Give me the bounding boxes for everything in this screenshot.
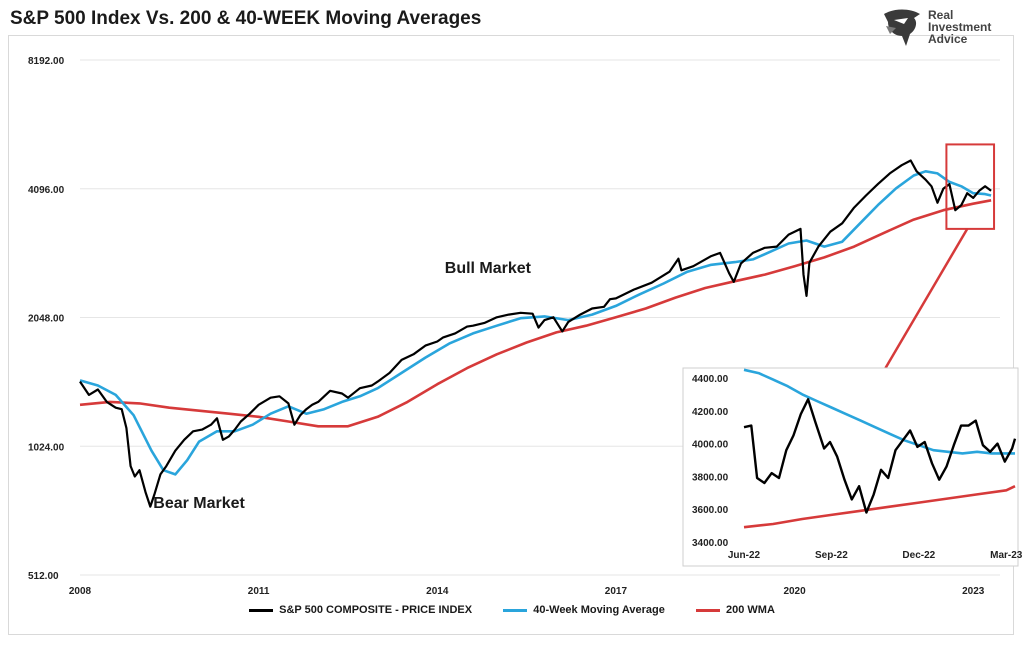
main-ma40-line xyxy=(79,170,992,476)
main-y-tick: 4096.00 xyxy=(28,185,65,196)
legend-swatch-price xyxy=(249,608,274,612)
legend-item-wma200: 200 WMA xyxy=(695,604,775,617)
inset-x-tick: Dec-22 xyxy=(902,550,935,561)
legend-item-price: S&P 500 COMPOSITE - PRICE INDEX xyxy=(249,604,472,616)
legend-label-ma40: 40-Week Moving Average xyxy=(533,604,665,617)
zoom-highlight xyxy=(880,143,996,375)
legend: S&P 500 COMPOSITE - PRICE INDEX 40-Week … xyxy=(0,604,1024,624)
main-y-tick: 8192.00 xyxy=(28,56,65,67)
main-price-line xyxy=(79,159,992,508)
main-x-tick: 2011 xyxy=(248,586,270,597)
bear-market-label: Bear Market xyxy=(153,495,245,512)
logo-line-1: Real xyxy=(928,8,954,22)
inset-x-tick: Mar-23 xyxy=(990,550,1023,561)
main-y-tick: 2048.00 xyxy=(28,314,65,325)
inset-ma40-line xyxy=(743,368,1015,455)
main-x-tick-labels: 2008 2011 2014 2017 2020 2023 xyxy=(69,586,985,597)
legend-label-wma200: 200 WMA xyxy=(726,604,775,617)
logo-line-2: Investment xyxy=(928,20,992,34)
inset-x-tick: Sep-22 xyxy=(815,550,848,561)
legend-swatch-ma40 xyxy=(503,608,528,612)
main-y-tick: 1024.00 xyxy=(28,442,65,453)
main-x-tick: 2014 xyxy=(426,586,449,597)
highlight-connector xyxy=(880,228,969,375)
main-annotations: Bull Market Bear Market xyxy=(153,260,531,512)
main-x-tick: 2023 xyxy=(962,586,985,597)
logo-line-3: Advice xyxy=(928,32,968,46)
inset-y-tick: 3400.00 xyxy=(692,538,729,549)
main-y-tick-labels: 8192.00 4096.00 2048.00 1024.00 512.00 xyxy=(28,56,65,582)
chart-title: S&P 500 Index Vs. 200 & 40-WEEK Moving A… xyxy=(10,8,482,29)
main-y-tick: 512.00 xyxy=(28,571,59,582)
legend-swatch-wma200 xyxy=(695,608,720,612)
eagle-head-icon xyxy=(884,9,920,46)
inset-y-tick: 3600.00 xyxy=(692,505,729,516)
main-series-lines xyxy=(79,159,992,508)
main-wma200-line xyxy=(79,199,992,428)
inset-chart: 4400.00 4200.00 4000.00 3800.00 3600.00 3400.… xyxy=(682,367,1023,567)
inset-background xyxy=(682,367,1019,567)
inset-y-tick: 4400.00 xyxy=(692,374,729,385)
inset-wma200-line xyxy=(743,485,1016,529)
highlight-box xyxy=(945,143,996,230)
bull-market-label: Bull Market xyxy=(445,260,532,277)
legend-label-price: S&P 500 COMPOSITE - PRICE INDEX xyxy=(279,604,473,617)
brand-logo: Real Investment Advice xyxy=(880,6,1010,50)
main-x-tick: 2017 xyxy=(605,586,628,597)
inset-price-line xyxy=(743,398,1017,514)
inset-x-tick: Jun-22 xyxy=(728,550,761,561)
legend-item-ma40: 40-Week Moving Average xyxy=(503,604,665,616)
inset-y-tick: 4200.00 xyxy=(692,407,729,418)
inset-y-tick: 3800.00 xyxy=(692,472,729,483)
inset-y-tick: 4000.00 xyxy=(692,440,729,451)
main-x-tick: 2008 xyxy=(69,586,92,597)
main-x-tick: 2020 xyxy=(783,586,806,597)
